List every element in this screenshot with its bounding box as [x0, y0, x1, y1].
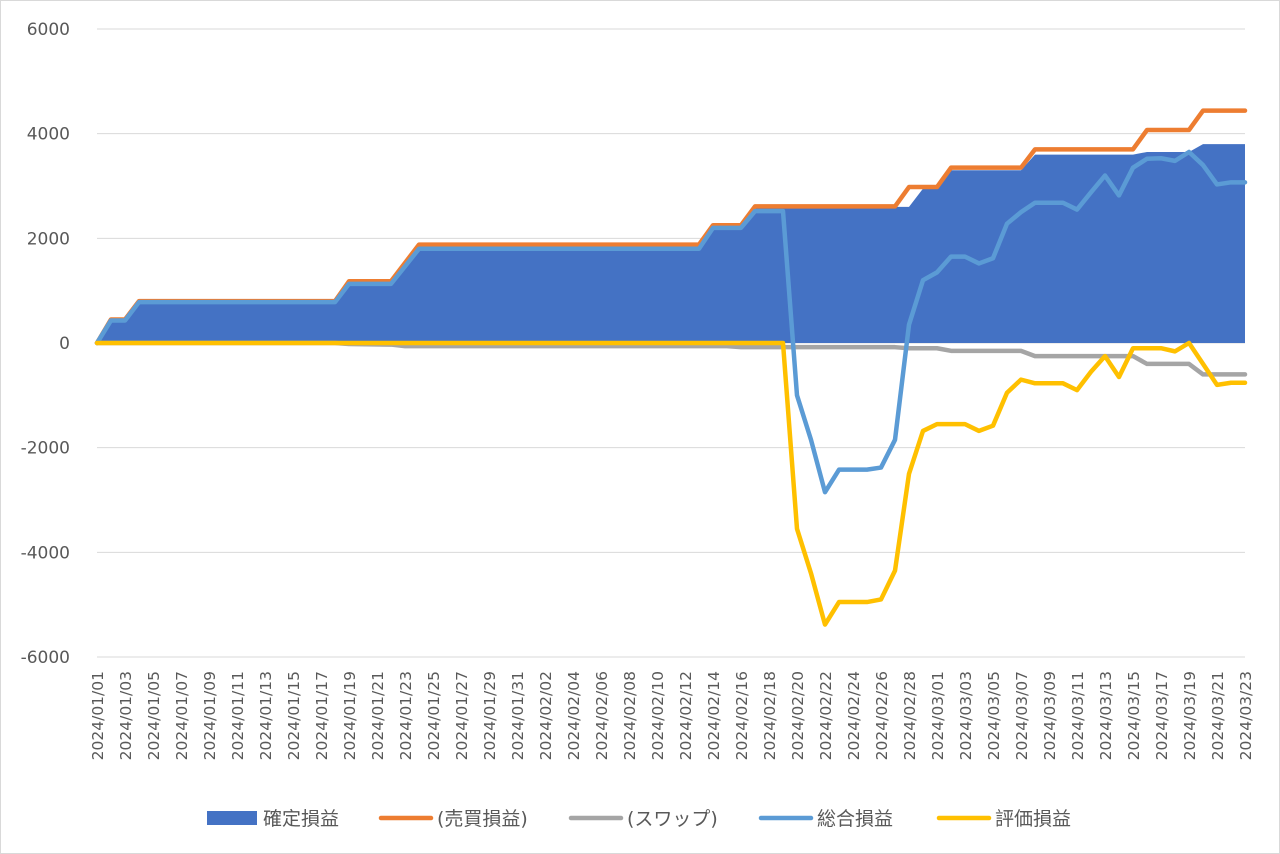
x-tick-label: 2024/03/11: [1069, 671, 1087, 760]
x-tick-label: 2024/02/24: [845, 671, 863, 760]
y-tick-label: 0: [59, 334, 70, 354]
x-tick-label: 2024/03/07: [1013, 671, 1031, 760]
line-series-3: [94, 149, 1248, 495]
x-tick-label: 2024/01/05: [145, 671, 163, 760]
x-tick-label: 2024/01/29: [481, 671, 499, 760]
y-tick-label: 4000: [27, 125, 70, 145]
line-series-4: [94, 340, 1248, 627]
x-axis-ticks: 2024/01/01 2024/01/03 2024/01/05 2024/01/07…: [89, 671, 1255, 760]
x-tick-label: 2024/03/17: [1153, 671, 1171, 760]
x-tick-label: 2024/01/21: [369, 671, 387, 760]
x-tick-label: 2024/01/03: [117, 671, 135, 760]
legend-label: 確定損益: [263, 808, 339, 830]
x-tick-label: 2024/01/19: [341, 671, 359, 760]
x-tick-label: 2024/01/25: [425, 671, 443, 760]
x-tick-label: 2024/03/05: [985, 671, 1003, 760]
x-tick-label: 2024/01/31: [509, 671, 527, 760]
x-tick-label: 2024/03/13: [1097, 671, 1115, 760]
x-tick-label: 2024/03/19: [1181, 671, 1199, 760]
y-axis-ticks: 6000 4000 2000 0 -2000 -4000 -6000: [21, 20, 70, 668]
x-tick-label: 2024/02/16: [733, 671, 751, 760]
x-tick-label: 2024/02/04: [565, 671, 583, 760]
x-tick-label: 2024/03/21: [1209, 671, 1227, 760]
x-tick-label: 2024/02/20: [789, 671, 807, 760]
x-tick-label: 2024/02/18: [761, 671, 779, 760]
legend-swatch: [207, 811, 257, 825]
x-tick-label: 2024/02/02: [537, 671, 555, 760]
x-tick-label: 2024/01/09: [201, 671, 219, 760]
x-tick-label: 2024/01/17: [313, 671, 331, 760]
plot-area: [94, 108, 1248, 627]
x-tick-label: 2024/03/15: [1125, 671, 1143, 760]
x-tick-label: 2024/02/12: [677, 671, 695, 760]
x-tick-label: 2024/02/22: [817, 671, 835, 760]
x-tick-label: 2024/02/28: [901, 671, 919, 760]
x-tick-label: 2024/01/11: [229, 671, 247, 760]
legend-label: 総合損益: [817, 808, 893, 830]
x-tick-label: 2024/01/13: [257, 671, 275, 760]
x-tick-label: 2024/03/09: [1041, 671, 1059, 760]
legend-label: (スワップ): [627, 808, 718, 830]
y-tick-label: 6000: [27, 20, 70, 40]
y-tick-label: -2000: [21, 439, 70, 459]
x-tick-label: 2024/01/23: [397, 671, 415, 760]
legend-label: (売買損益): [437, 808, 528, 830]
x-tick-label: 2024/03/23: [1237, 671, 1255, 760]
x-tick-label: 2024/02/14: [705, 671, 723, 760]
x-tick-label: 2024/01/27: [453, 671, 471, 760]
x-tick-label: 2024/01/01: [89, 671, 107, 760]
legend: 確定損益 (売買損益) (スワップ) 総合損益 評価損益: [207, 808, 1071, 830]
x-tick-label: 2024/02/06: [593, 671, 611, 760]
area-series-kakutei: [97, 144, 1245, 343]
x-tick-label: 2024/03/03: [957, 671, 975, 760]
line-series-2: [94, 340, 1248, 377]
x-tick-label: 2024/02/08: [621, 671, 639, 760]
y-tick-label: -4000: [21, 543, 70, 563]
x-tick-label: 2024/01/15: [285, 671, 303, 760]
x-tick-label: 2024/02/26: [873, 671, 891, 760]
x-tick-label: 2024/01/07: [173, 671, 191, 760]
x-tick-label: 2024/03/01: [929, 671, 947, 760]
y-tick-label: 2000: [27, 229, 70, 249]
x-tick-label: 2024/02/10: [649, 671, 667, 760]
legend-label: 評価損益: [995, 808, 1071, 830]
y-tick-label: -6000: [21, 648, 70, 668]
